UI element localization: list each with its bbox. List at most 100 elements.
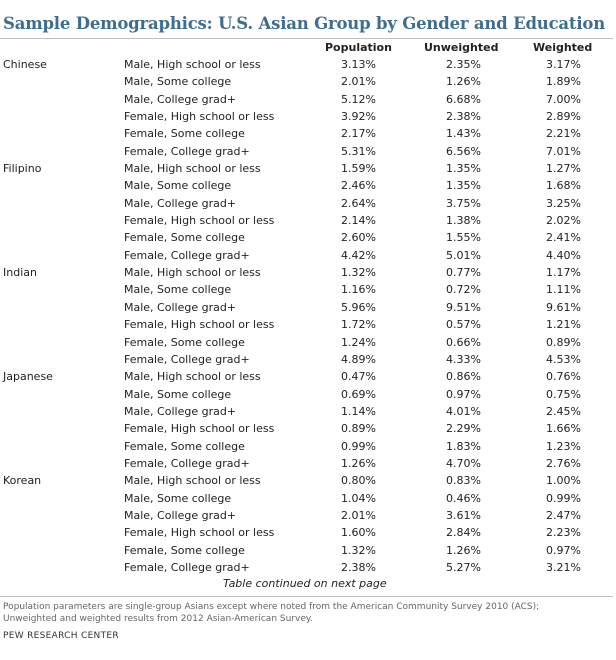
row-label: Female, College grad+	[124, 456, 250, 470]
row-group: Filipino	[3, 162, 42, 176]
table-row: Male, Some college 1.04% 0.46% 0.99%	[0, 490, 616, 507]
footnote-line: Population parameters are single-group A…	[3, 602, 540, 612]
cell-population: 0.80%	[341, 474, 376, 488]
row-label: Male, College grad+	[124, 196, 237, 210]
cell-population: 1.14%	[341, 404, 376, 418]
table-continued-note: Table continued on next page	[223, 577, 387, 590]
table-row: Female, College grad+ 4.42% 5.01% 4.40%	[0, 247, 616, 264]
table-row: Female, College grad+ 2.38% 5.27% 3.21%	[0, 559, 616, 576]
row-label: Female, High school or less	[124, 318, 275, 332]
row-label: Female, Some college	[124, 543, 245, 557]
table-row: Female, High school or less 0.89% 2.29% 1.6…	[0, 420, 616, 437]
row-label: Female, Some college	[124, 335, 245, 349]
cell-weighted: 4.40%	[546, 248, 581, 262]
row-label: Male, Some college	[124, 75, 232, 89]
cell-unweighted: 2.38%	[446, 110, 481, 124]
cell-weighted: 0.89%	[546, 335, 581, 349]
row-label: Female, College grad+	[124, 560, 250, 574]
table-row: Chinese Male, High school or less 3.13% 2.3…	[0, 56, 616, 73]
cell-population: 3.92%	[341, 110, 376, 124]
row-label: Female, College grad+	[124, 352, 250, 366]
cell-weighted: 4.53%	[546, 352, 581, 366]
table-row: Male, College grad+ 1.14% 4.01% 2.45%	[0, 403, 616, 420]
cell-weighted: 0.99%	[546, 491, 581, 505]
cell-weighted: 2.02%	[546, 214, 581, 228]
row-group: Chinese	[3, 58, 47, 71]
row-label: Male, College grad+	[124, 404, 237, 418]
row-label: Female, High school or less	[124, 214, 275, 228]
cell-population: 0.99%	[341, 439, 376, 453]
cell-population: 2.17%	[341, 127, 376, 141]
row-label: Female, High school or less	[124, 422, 275, 436]
cell-population: 0.89%	[341, 422, 376, 436]
cell-weighted: 7.00%	[546, 92, 581, 106]
table-row: Filipino Male, High school or less 1.59% 1.…	[0, 160, 616, 177]
cell-weighted: 7.01%	[546, 144, 581, 158]
column-header-population: Population	[325, 41, 392, 54]
cell-unweighted: 0.66%	[446, 335, 481, 349]
row-label: Male, College grad+	[124, 508, 237, 522]
cell-unweighted: 4.01%	[446, 404, 481, 418]
cell-population: 1.32%	[341, 266, 376, 280]
row-label: Male, High school or less	[124, 474, 261, 488]
row-label: Male, High school or less	[124, 58, 261, 71]
table-row: Male, College grad+ 5.12% 6.68% 7.00%	[0, 91, 616, 108]
table-row: Female, High school or less 2.14% 1.38% 2.0…	[0, 212, 616, 229]
row-label: Male, College grad+	[124, 92, 237, 106]
cell-weighted: 3.25%	[546, 196, 581, 210]
cell-unweighted: 6.56%	[446, 144, 481, 158]
cell-unweighted: 0.97%	[446, 387, 481, 401]
cell-weighted: 1.89%	[546, 75, 581, 89]
row-label: Female, College grad+	[124, 144, 250, 158]
cell-population: 1.72%	[341, 318, 376, 332]
cell-population: 0.47%	[341, 370, 376, 384]
row-group: Japanese	[3, 370, 53, 384]
cell-unweighted: 1.35%	[446, 162, 481, 176]
row-label: Male, College grad+	[124, 300, 237, 314]
cell-population: 1.04%	[341, 491, 376, 505]
table-row: Female, High school or less 1.72% 0.57% 1.2…	[0, 316, 616, 333]
cell-population: 2.46%	[341, 179, 376, 193]
cell-unweighted: 1.38%	[446, 214, 481, 228]
row-label: Female, Some college	[124, 127, 245, 141]
demographics-table: Chinese Male, High school or less 3.13% 2.3…	[0, 56, 616, 576]
table-row: Male, Some college 1.16% 0.72% 1.11%	[0, 281, 616, 298]
cell-population: 3.13%	[341, 58, 376, 71]
cell-weighted: 3.21%	[546, 560, 581, 574]
cell-unweighted: 2.84%	[446, 526, 481, 540]
cell-unweighted: 0.77%	[446, 266, 481, 280]
cell-population: 1.59%	[341, 162, 376, 176]
table-row: Female, High school or less 3.92% 2.38% 2.8…	[0, 108, 616, 125]
cell-population: 5.96%	[341, 300, 376, 314]
cell-weighted: 3.17%	[546, 58, 581, 71]
cell-unweighted: 2.35%	[446, 58, 481, 71]
table-row: Korean Male, High school or less 0.80% 0.83…	[0, 472, 616, 489]
cell-unweighted: 0.86%	[446, 370, 481, 384]
table-row: Japanese Male, High school or less 0.47% 0.…	[0, 368, 616, 385]
table-row: Female, College grad+ 1.26% 4.70% 2.76%	[0, 455, 616, 472]
footnote-line: Unweighted and weighted results from 201…	[3, 614, 313, 624]
cell-population: 4.42%	[341, 248, 376, 262]
row-label: Male, High school or less	[124, 370, 261, 384]
cell-unweighted: 0.46%	[446, 491, 481, 505]
row-label: Male, Some college	[124, 179, 232, 193]
row-label: Female, Some college	[124, 231, 245, 245]
cell-unweighted: 1.26%	[446, 543, 481, 557]
table-row: Male, Some college 0.69% 0.97% 0.75%	[0, 386, 616, 403]
table-row: Male, Some college 2.46% 1.35% 1.68%	[0, 177, 616, 194]
footnote: Population parameters are single-group A…	[3, 601, 615, 625]
cell-population: 5.12%	[341, 92, 376, 106]
cell-weighted: 1.27%	[546, 162, 581, 176]
top-divider	[0, 38, 613, 39]
cell-weighted: 2.89%	[546, 110, 581, 124]
cell-unweighted: 1.55%	[446, 231, 481, 245]
cell-weighted: 0.75%	[546, 387, 581, 401]
column-header-unweighted: Unweighted	[424, 41, 499, 54]
page-title: Sample Demographics: U.S. Asian Group by…	[3, 14, 606, 33]
row-label: Male, Some college	[124, 491, 232, 505]
row-group: Korean	[3, 474, 42, 488]
cell-unweighted: 1.35%	[446, 179, 481, 193]
cell-weighted: 2.45%	[546, 404, 581, 418]
table-row: Indian Male, High school or less 1.32% 0.77…	[0, 264, 616, 281]
table-row: Male, College grad+ 5.96% 9.51% 9.61%	[0, 299, 616, 316]
